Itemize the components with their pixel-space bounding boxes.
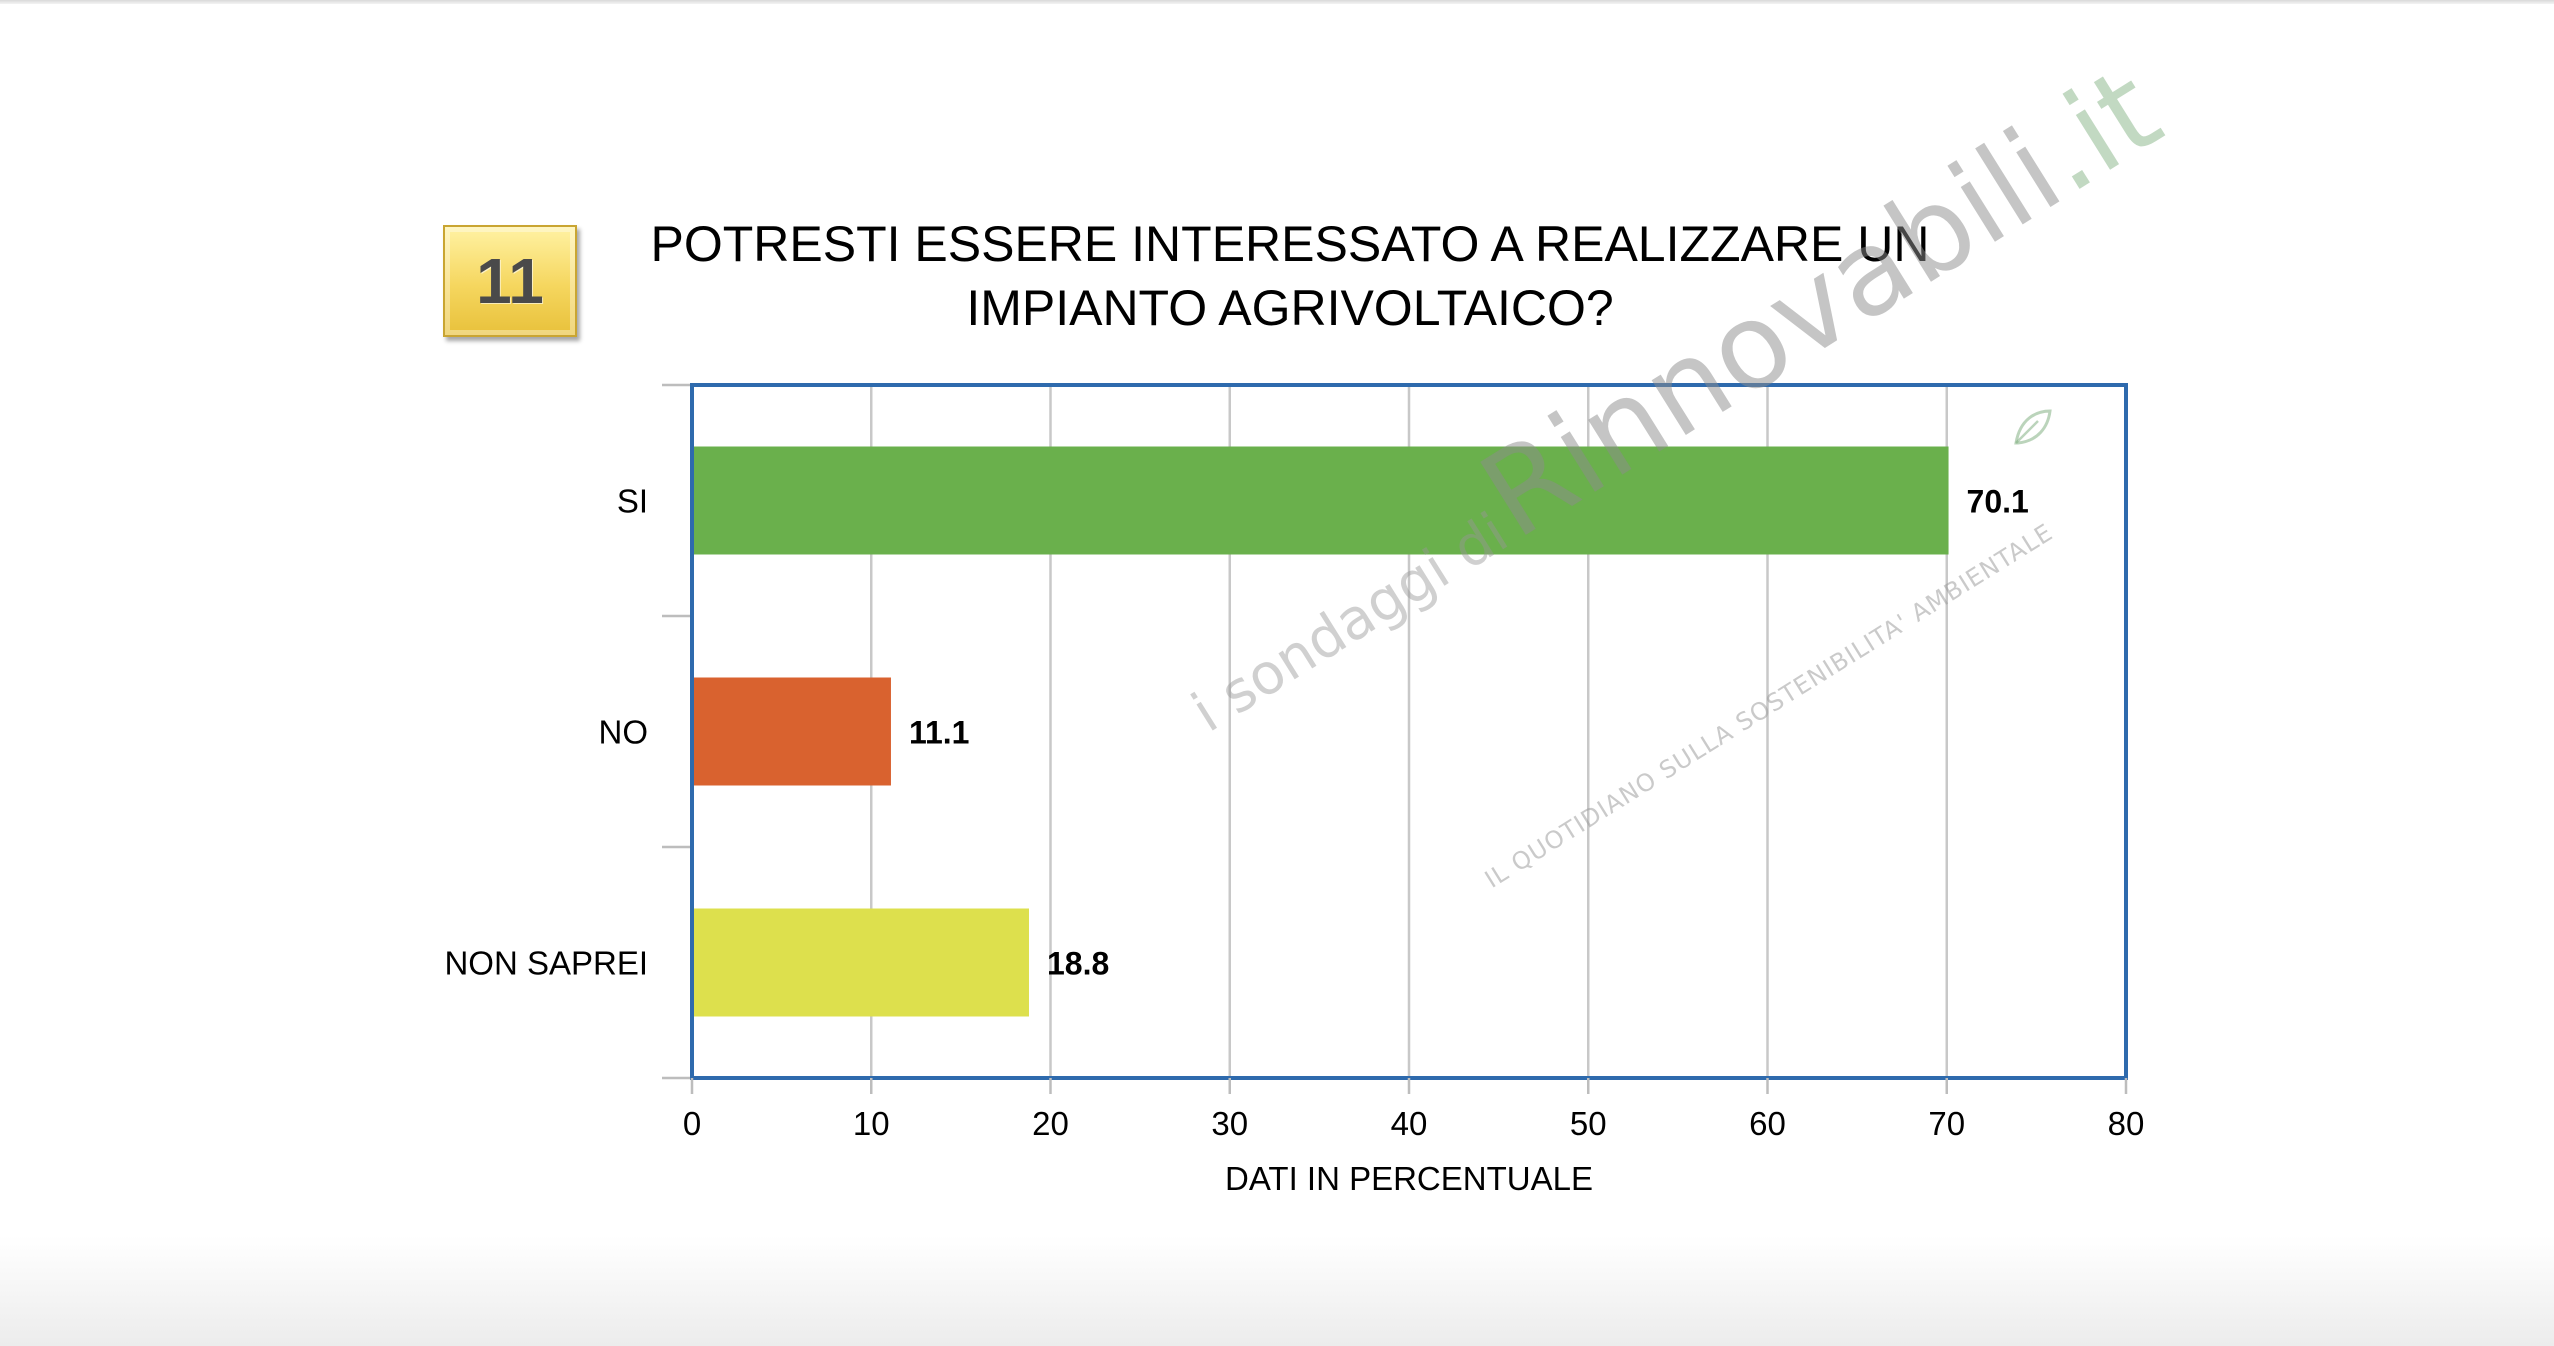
chart-title-line-1: POTRESTI ESSERE INTERESSATO A REALIZZARE…: [650, 216, 1930, 272]
top-rule: [0, 0, 2554, 4]
category-label-0: SI: [617, 483, 648, 520]
x-tick-label-30: 30: [1211, 1105, 1248, 1142]
chart-title: POTRESTI ESSERE INTERESSATO A REALIZZARE…: [590, 212, 1990, 340]
x-tick-label-80: 80: [2108, 1105, 2145, 1142]
question-number-badge: 11: [443, 225, 577, 337]
x-tick-label-50: 50: [1570, 1105, 1607, 1142]
leaf-icon: [2014, 409, 2052, 445]
x-tick-label-20: 20: [1032, 1105, 1069, 1142]
x-tick-label-60: 60: [1749, 1105, 1786, 1142]
category-label-1: NO: [599, 714, 649, 751]
bar-0: [692, 446, 1949, 555]
question-number: 11: [476, 245, 544, 317]
x-tick-label-40: 40: [1391, 1105, 1428, 1142]
chart-title-line-2: IMPIANTO AGRIVOLTAICO?: [966, 280, 1614, 336]
x-axis-title: DATI IN PERCENTUALE: [1225, 1160, 1593, 1197]
value-label-2: 18.8: [1047, 946, 1109, 982]
bars: [692, 446, 1949, 1017]
x-tick-label-70: 70: [1928, 1105, 1965, 1142]
x-tick-label-0: 0: [683, 1105, 701, 1142]
value-label-0: 70.1: [1967, 484, 2029, 520]
plot-frame: [662, 383, 2128, 1094]
labels: 70.1 SI 11.1 NO 18.8 NON SAPREI 0 10 20 30 40 50 60 7…: [444, 483, 2144, 1198]
value-label-1: 11.1: [909, 715, 970, 751]
x-tick-label-10: 10: [853, 1105, 890, 1142]
category-label-2: NON SAPREI: [444, 945, 648, 982]
bar-2: [692, 908, 1029, 1017]
bar-1: [692, 677, 891, 786]
bottom-band: [0, 1236, 2554, 1346]
